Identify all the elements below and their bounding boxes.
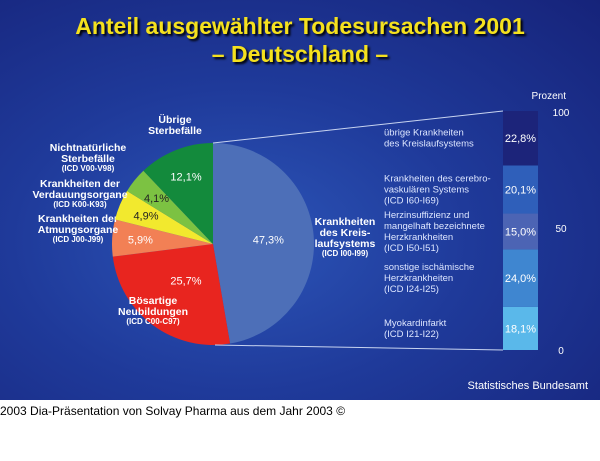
bar-category-label: mangelhaft bezeichnete (384, 221, 485, 232)
bar-segment (503, 213, 538, 250)
source-label: Statistisches Bundesamt (467, 380, 588, 392)
caption: 2003 Dia-Präsentation von Solvay Pharma … (0, 404, 346, 418)
bar-category-label: sonstige ischämische (384, 262, 474, 273)
slide: Anteil ausgewählter Todesursachen 2001– … (0, 0, 600, 400)
y-axis-title: Prozent (532, 91, 567, 102)
y-tick-label: 50 (555, 224, 567, 235)
pie-category-label: Nichtnatürliche (50, 142, 127, 154)
pie-slice (127, 170, 213, 244)
pie-slice (143, 143, 213, 244)
pie-value-label: 4,1% (144, 193, 169, 205)
pie-code-label: (ICD C00-C97) (126, 317, 180, 326)
pie-code-label: (ICD K00-K93) (53, 200, 107, 209)
pie-category-label: Atmungsorgane (38, 224, 119, 236)
bar-category-label: Krankheiten des cerebro- (384, 174, 491, 185)
bar-category-label: Herzinsuffizienz und (384, 210, 469, 221)
pie-slice (112, 244, 231, 346)
subtitle-line: – Deutschland – (211, 41, 389, 67)
bar-segment (503, 249, 538, 307)
connector-line (214, 344, 504, 351)
pie-category-label: Bösartige (129, 295, 178, 307)
pie-slice (111, 219, 213, 257)
pie-category-label: Krankheiten der (40, 178, 120, 190)
bar-category-label: Herzkrankheiten (384, 273, 453, 284)
pie-value-label: 12,1% (170, 171, 201, 183)
bar-category-label: (ICD I50-I51) (384, 243, 439, 254)
pie-category-label: Übrige (158, 113, 191, 126)
bar-category-label: übrige Krankheiten (384, 128, 464, 139)
y-tick-label: 100 (553, 108, 570, 119)
y-tick-label: 0 (558, 346, 564, 357)
pie-value-label: 4,9% (133, 211, 158, 223)
chart-title: Anteil ausgewählter Todesursachen 2001– … (0, 12, 600, 68)
bar-value-label: 18,1% (505, 323, 536, 335)
bar-segment (503, 111, 538, 166)
bar-category-label: (ICD I24-I25) (384, 284, 439, 295)
bar-segment (503, 306, 538, 350)
pie-category-label: Sterbefälle (61, 153, 115, 165)
pie-category-label: Neubildungen (118, 306, 188, 318)
pie-slice (115, 190, 213, 244)
bar-category-label: (ICD I60-I69) (384, 196, 439, 207)
bar-segment (503, 165, 538, 214)
bar-category-label: (ICD I21-I22) (384, 329, 439, 340)
pie-category-label: Verdauungsorgane (32, 189, 127, 201)
bar-category-label: Myokardinfarkt (384, 318, 447, 329)
pie-value-label: 5,9% (128, 235, 153, 247)
pie-category-label: Krankheiten (315, 216, 376, 228)
title-line: Anteil ausgewählter Todesursachen 2001 (75, 13, 525, 39)
bar-value-label: 22,8% (505, 133, 536, 145)
pie-value-label: 47,3% (253, 234, 284, 246)
connector-line (212, 110, 504, 144)
bar-value-label: 20,1% (505, 185, 536, 197)
pie-category-label: laufsystems (315, 238, 376, 250)
bar-value-label: 24,0% (505, 273, 536, 285)
pie-value-label: 25,7% (170, 276, 201, 288)
pie-category-label: Krankheiten der (38, 213, 118, 225)
pie-slice (213, 143, 314, 344)
bar-category-label: des Kreislaufsystems (384, 139, 474, 150)
bar-category-label: vaskulären Systems (384, 185, 469, 196)
bar-value-label: 15,0% (505, 226, 536, 238)
bar-category-label: Herzkrankheiten (384, 232, 453, 243)
pie-code-label: (ICD V00-V98) (62, 164, 115, 173)
pie-code-label: (ICD I00-I99) (322, 249, 369, 258)
pie-code-label: (ICD J00-J99) (53, 235, 104, 244)
pie-category-label: des Kreis- (320, 227, 371, 239)
pie-category-label: Sterbefälle (148, 125, 202, 137)
